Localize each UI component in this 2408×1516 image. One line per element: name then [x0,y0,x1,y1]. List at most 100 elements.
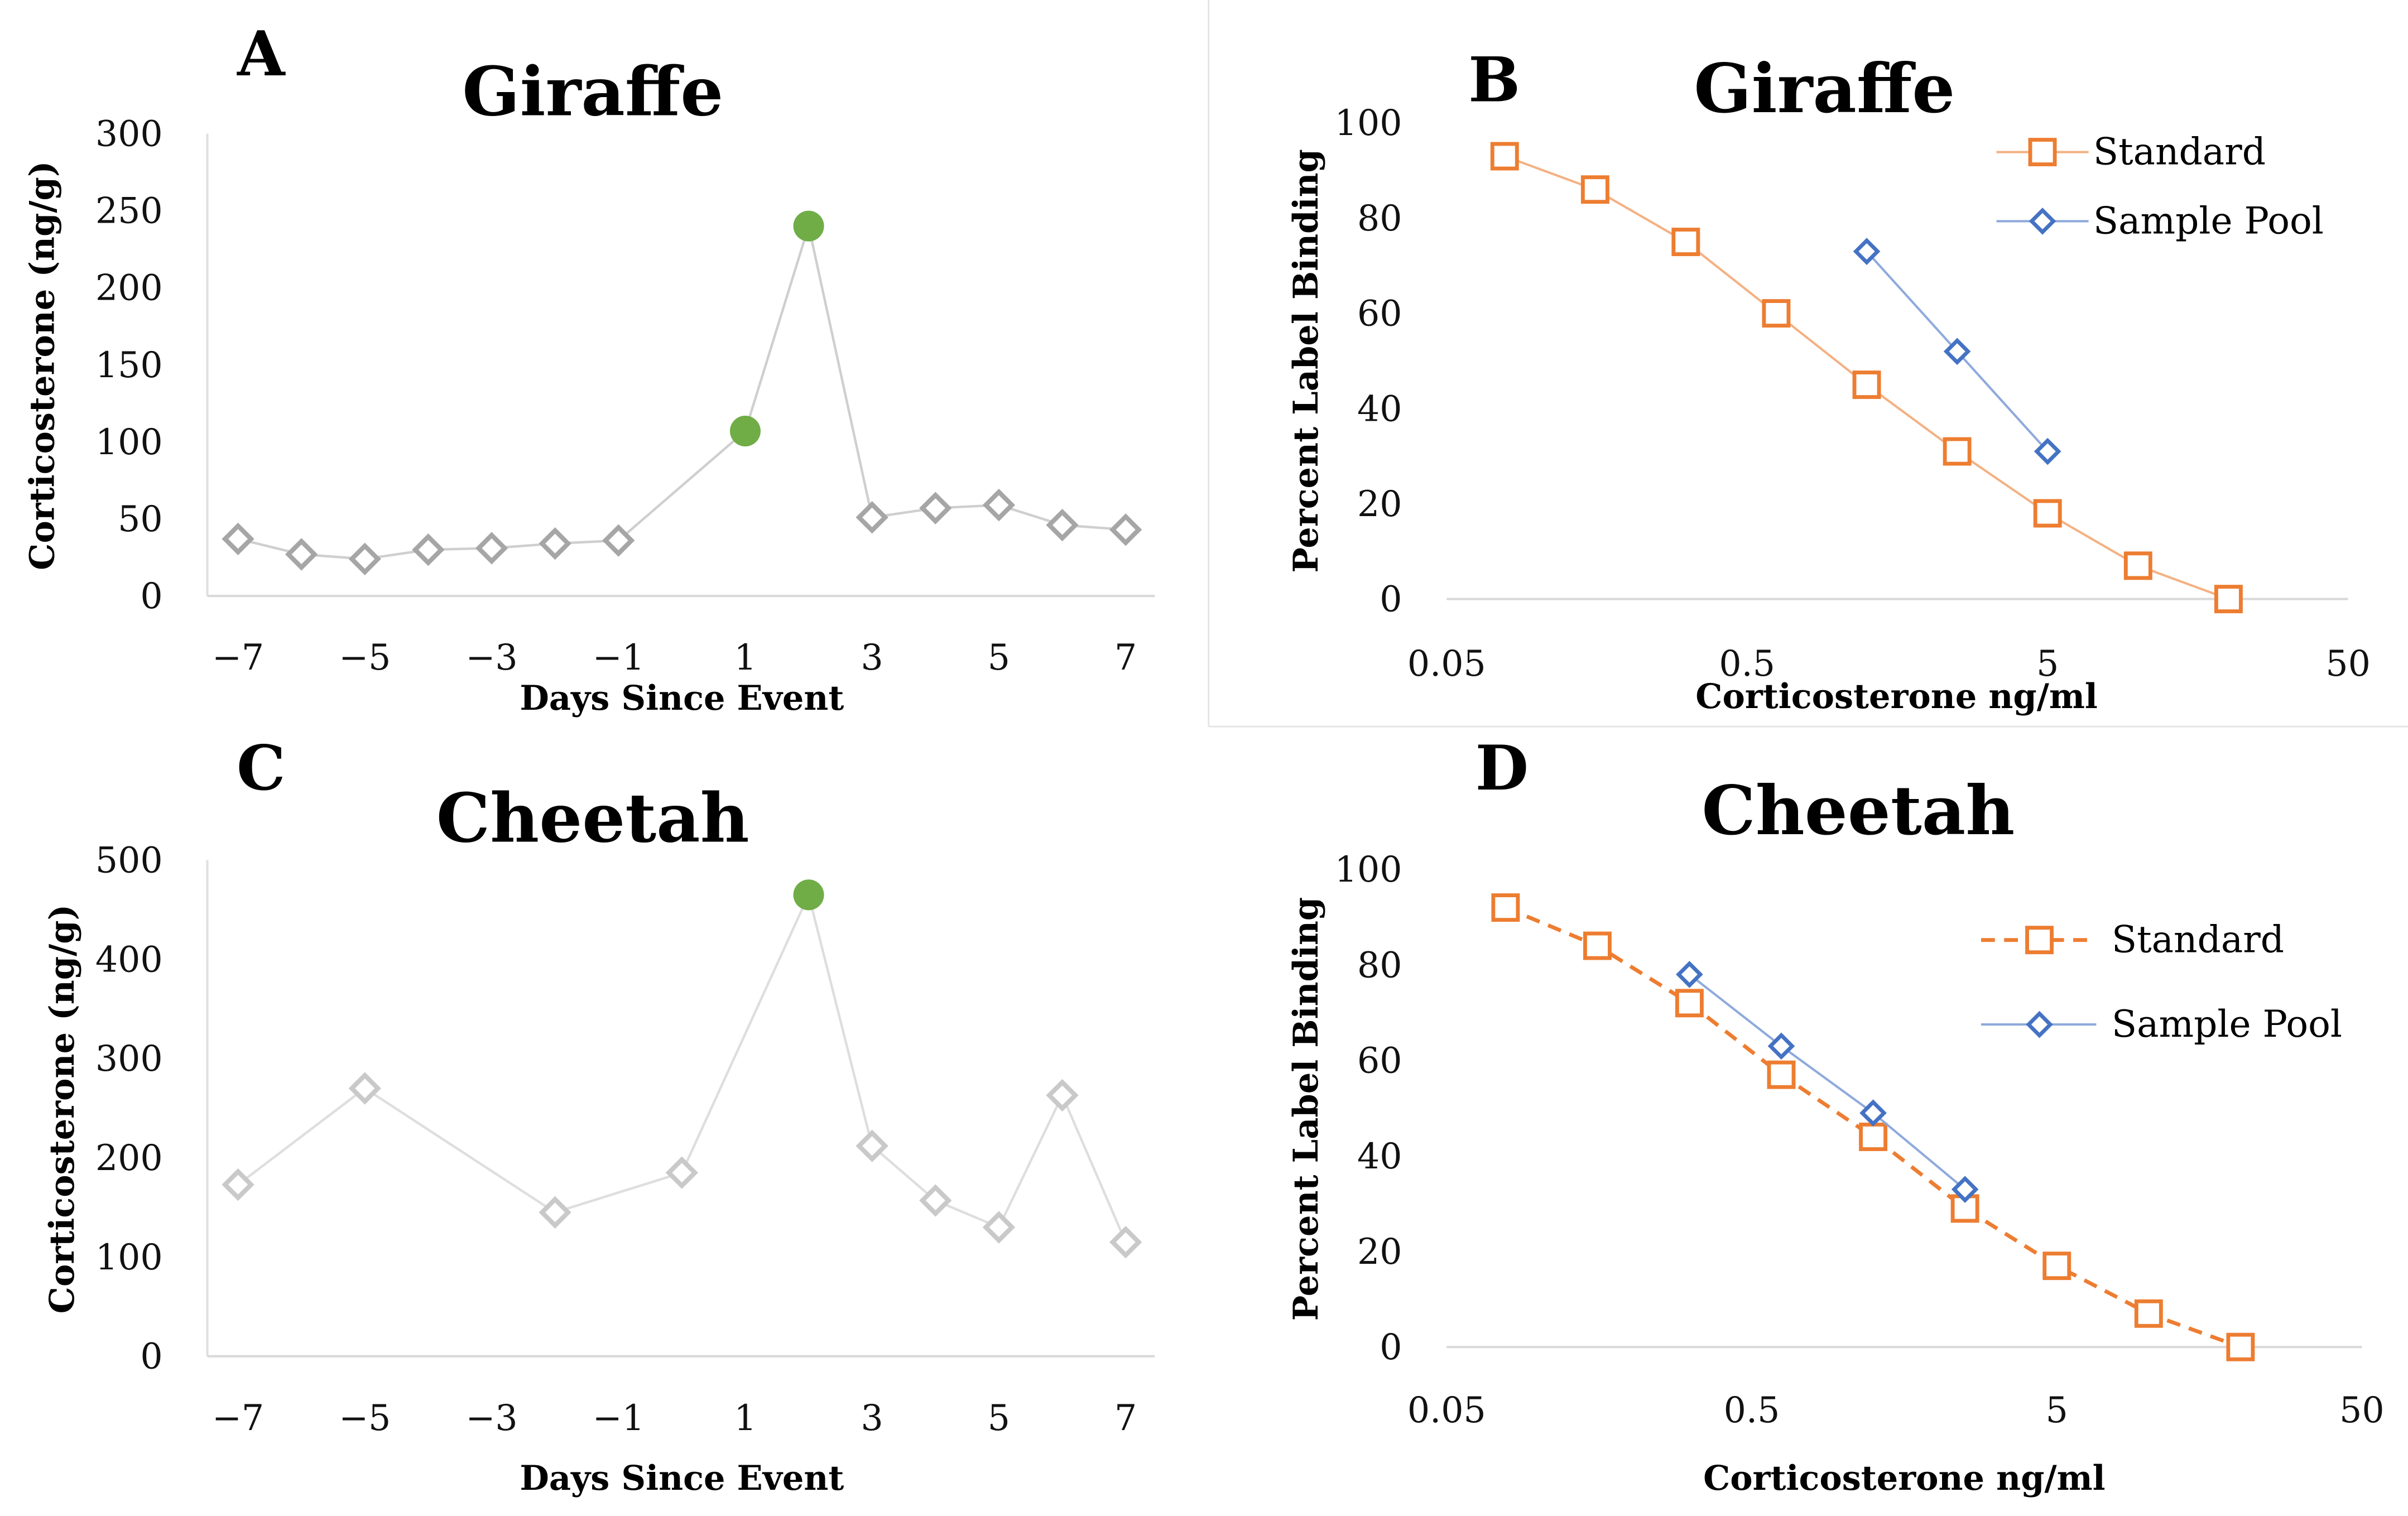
baseline-point [348,1072,381,1105]
standard-point [1491,893,1520,922]
standard-point [2123,551,2152,580]
y-tick-label: 250 [95,190,163,232]
panel-letter: C [237,732,286,804]
y-tick-label: 80 [1357,944,1402,985]
y-tick-label: 0 [1380,579,1402,620]
panel-letter: D [1475,732,1529,804]
x-axis-label: Days Since Event [520,1459,844,1498]
y-tick-label: 100 [1335,849,1402,890]
y-tick-label: 300 [95,113,163,155]
y-axis-label: Percent Label Binding [1286,897,1326,1321]
standard-point [1762,299,1791,328]
y-tick-label: 0 [140,1336,162,1377]
event-point [729,416,761,447]
sample-pool-point [1859,1099,1887,1127]
standard-point [1675,989,1704,1018]
x-tick-label: 5 [988,1397,1010,1438]
x-tick-label: 7 [1114,1397,1137,1438]
x-tick-label: −5 [339,637,391,678]
y-tick-label: 200 [95,1137,163,1178]
y-tick-label: 100 [1335,102,1402,143]
baseline-point [855,1129,888,1162]
standard-point [1767,1060,1796,1089]
x-tick-label: −1 [593,637,645,678]
y-tick-label: 0 [140,575,162,617]
standard-point [1583,931,1612,960]
y-tick-label: 100 [95,1236,163,1278]
legend-item-standard: Standard [1981,918,2284,961]
baseline-point [602,524,635,557]
baseline-point [475,532,508,565]
x-axis-label: Days Since Event [520,678,844,718]
baseline-point [665,1156,699,1189]
legend-item-sample-pool: Sample Pool [1981,1003,2342,1046]
baseline-point [982,488,1016,522]
y-tick-label: 20 [1357,1231,1402,1272]
baseline-point [1046,1079,1079,1112]
baseline-point [855,501,888,534]
y-axis-label: Percent Label Binding [1286,149,1326,573]
x-tick-label: 50 [2339,1389,2385,1431]
y-tick-label: 40 [1357,388,1402,429]
x-tick-label: −3 [465,1397,517,1438]
legend-marker [2029,208,2056,235]
baseline-point [285,538,318,571]
x-tick-label: 5 [988,637,1010,678]
standard-point [2226,1332,2255,1361]
x-tick-label: −5 [339,1397,391,1438]
y-tick-label: 300 [95,1038,163,1079]
x-tick-label: 1 [734,1397,756,1438]
baseline-point [982,1211,1016,1244]
x-tick-label: −3 [465,637,517,678]
baseline-point [539,1196,571,1229]
sample-pool-point [1676,961,1703,988]
chart-title: Cheetah [436,778,749,858]
chart-title: Giraffe [462,51,723,131]
standard-point [2042,1252,2071,1281]
series-line-sample-pool [1689,973,1966,1191]
standard-point [1852,370,1881,400]
standard-point [1490,142,1519,171]
x-tick-label: 7 [1114,637,1137,678]
standard-point [2214,585,2243,614]
legend-label: Standard [2093,131,2266,174]
x-tick-label: 0.05 [1407,1389,1486,1431]
chart-title: Cheetah [1702,771,2015,850]
sample-pool-point [1853,238,1881,265]
y-tick-label: 50 [118,498,163,540]
baseline-point [919,1184,952,1217]
baseline-point [222,522,254,556]
x-tick-label: 5 [2036,643,2059,684]
y-tick-label: 500 [95,840,163,881]
y-tick-label: 60 [1357,293,1402,334]
x-tick-label: 1 [734,637,756,678]
x-tick-label: 3 [861,1397,883,1438]
legend-label: Standard [2112,918,2284,961]
y-tick-label: 150 [95,344,163,386]
standard-point [2033,499,2062,528]
panel-a: A Giraffe 0 50 100 150 200 250 300 −7 −5 −3 −1 1 3 5 7 Da… [22,18,1155,718]
x-tick-label: 0.05 [1407,643,1486,684]
panel-letter: B [1468,44,1520,116]
panel-d: D Cheetah 0 20 40 60 80 100 0.05 0.5 5 50 Corticoste… [1286,732,2385,1498]
legend-label: Sample Pool [2112,1003,2342,1046]
baseline-point [412,533,445,566]
baseline-point [348,542,381,575]
standard-point [1671,228,1700,257]
y-tick-label: 40 [1357,1135,1402,1177]
x-tick-label: 5 [2046,1389,2068,1431]
standard-point [1580,175,1609,204]
legend-marker [2028,138,2057,166]
sample-pool-point [2034,437,2061,465]
panel-b: B Giraffe 0 20 40 60 80 100 0.05 0.5 5 50 Corticoste… [1286,44,2371,716]
standard-point [1943,437,1972,466]
legend-item-sample-pool: Sample Pool [1996,199,2324,242]
sample-pool-point [1951,1176,1979,1204]
y-tick-label: 20 [1357,483,1402,524]
standard-point [1859,1123,1888,1151]
panel-c: C Cheetah 0 100 200 300 400 500 −7 −5 −3 −1 1 3 5 7 Days… [42,732,1155,1498]
baseline-point [1109,1226,1142,1259]
y-axis-label: Corticosterone (ng/g) [22,161,62,570]
series-line [237,891,1127,1243]
y-axis-label: Corticosterone (ng/g) [42,904,82,1313]
